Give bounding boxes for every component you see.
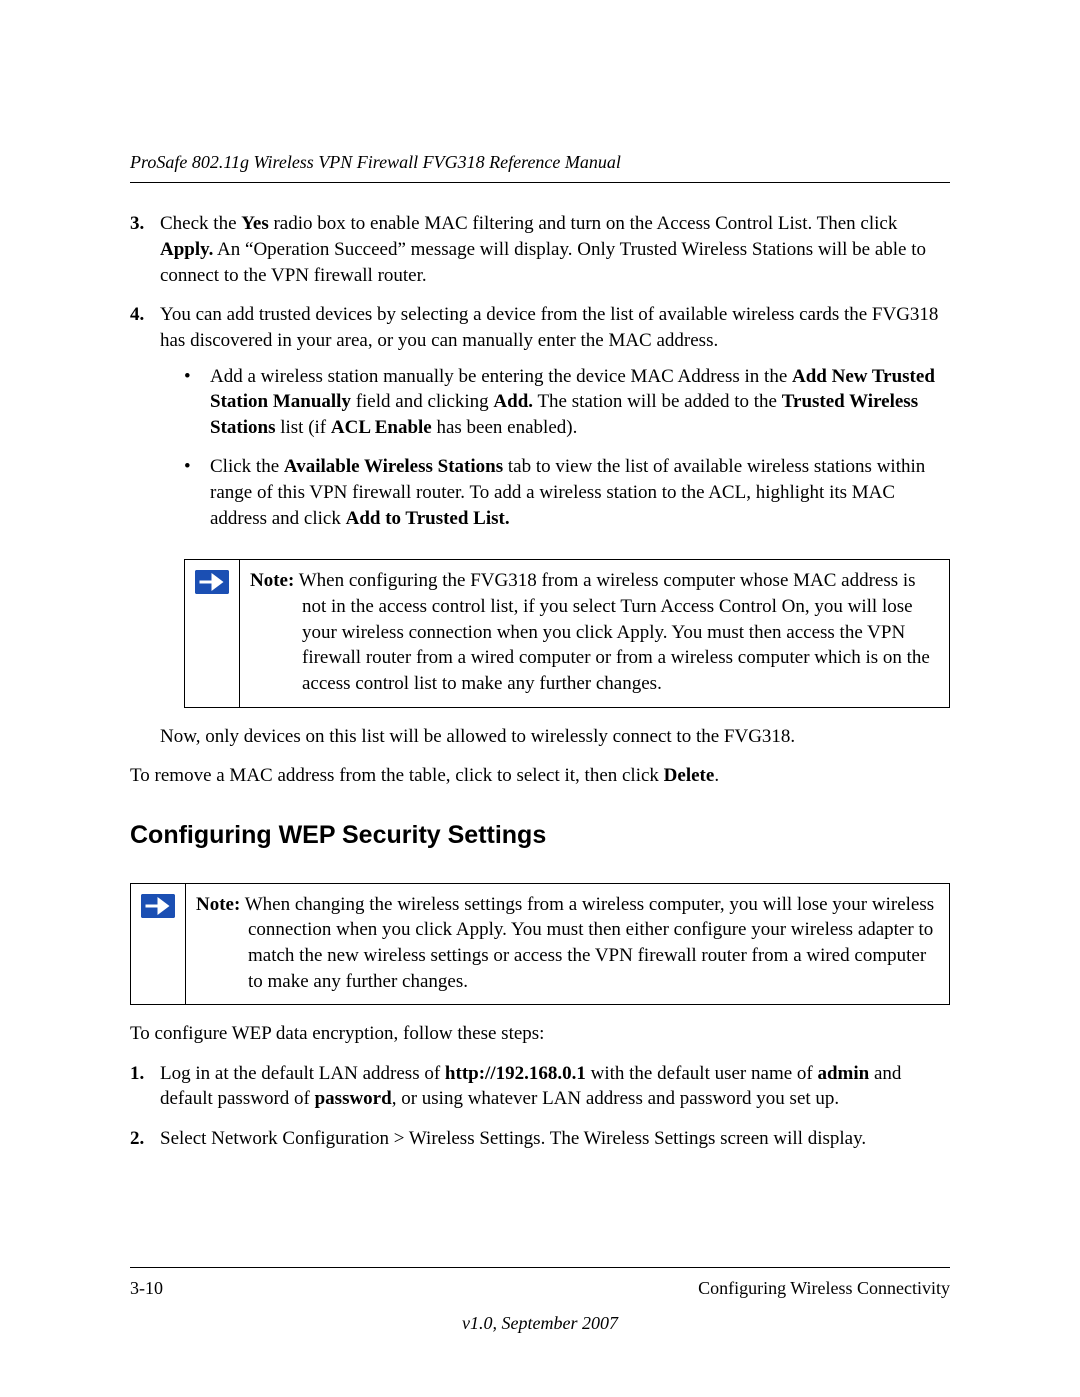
list-item: 4.You can add trusted devices by selecti… [130, 302, 950, 545]
running-header: ProSafe 802.11g Wireless VPN Firewall FV… [130, 150, 950, 183]
paragraph-wep-intro: To configure WEP data encryption, follow… [130, 1021, 950, 1047]
arrow-right-icon [195, 570, 229, 594]
note-box-wireless-warning: Note: When changing the wireless setting… [130, 883, 950, 1006]
note-label: Note: [250, 570, 294, 591]
list-item: 3.Check the Yes radio box to enable MAC … [130, 211, 950, 288]
sub-bullet-list: Add a wireless station manually be enter… [160, 364, 950, 532]
step-body: Log in at the default LAN address of htt… [160, 1061, 950, 1112]
step-number: 2. [130, 1126, 160, 1152]
note-box-acl-warning: Note: When configuring the FVG318 from a… [184, 559, 950, 707]
note-body: When configuring the FVG318 from a wirel… [294, 570, 930, 694]
paragraph-remove-mac: To remove a MAC address from the table, … [130, 763, 950, 789]
list-item: 2.Select Network Configuration > Wireles… [130, 1126, 950, 1152]
procedure-list-continued: 3.Check the Yes radio box to enable MAC … [130, 211, 950, 545]
arrow-right-icon [141, 894, 175, 918]
step-body: Select Network Configuration > Wireless … [160, 1126, 950, 1152]
list-item: Add a wireless station manually be enter… [184, 364, 950, 441]
note-text: Note: When configuring the FVG318 from a… [240, 560, 949, 706]
note-body: When changing the wireless settings from… [240, 894, 934, 992]
page-footer: 3-10 Configuring Wireless Connectivity v… [130, 1267, 950, 1335]
list-item: 1.Log in at the default LAN address of h… [130, 1061, 950, 1112]
note-label: Note: [196, 894, 240, 915]
note-icon-cell [131, 884, 186, 1005]
paragraph-acl-result: Now, only devices on this list will be a… [160, 724, 950, 750]
step-body: You can add trusted devices by selecting… [160, 302, 950, 545]
section-heading-wep: Configuring WEP Security Settings [130, 819, 950, 853]
step-number: 4. [130, 302, 160, 545]
step-body: Check the Yes radio box to enable MAC fi… [160, 211, 950, 288]
list-item: Click the Available Wireless Stations ta… [184, 454, 950, 531]
manual-page: ProSafe 802.11g Wireless VPN Firewall FV… [0, 0, 1080, 1397]
step-number: 3. [130, 211, 160, 288]
note-icon-cell [185, 560, 240, 706]
note-text: Note: When changing the wireless setting… [186, 884, 949, 1005]
chapter-title: Configuring Wireless Connectivity [698, 1276, 950, 1300]
step-number: 1. [130, 1061, 160, 1112]
page-number: 3-10 [130, 1276, 163, 1300]
procedure-list-wep: 1.Log in at the default LAN address of h… [130, 1061, 950, 1152]
doc-version: v1.0, September 2007 [130, 1311, 950, 1335]
